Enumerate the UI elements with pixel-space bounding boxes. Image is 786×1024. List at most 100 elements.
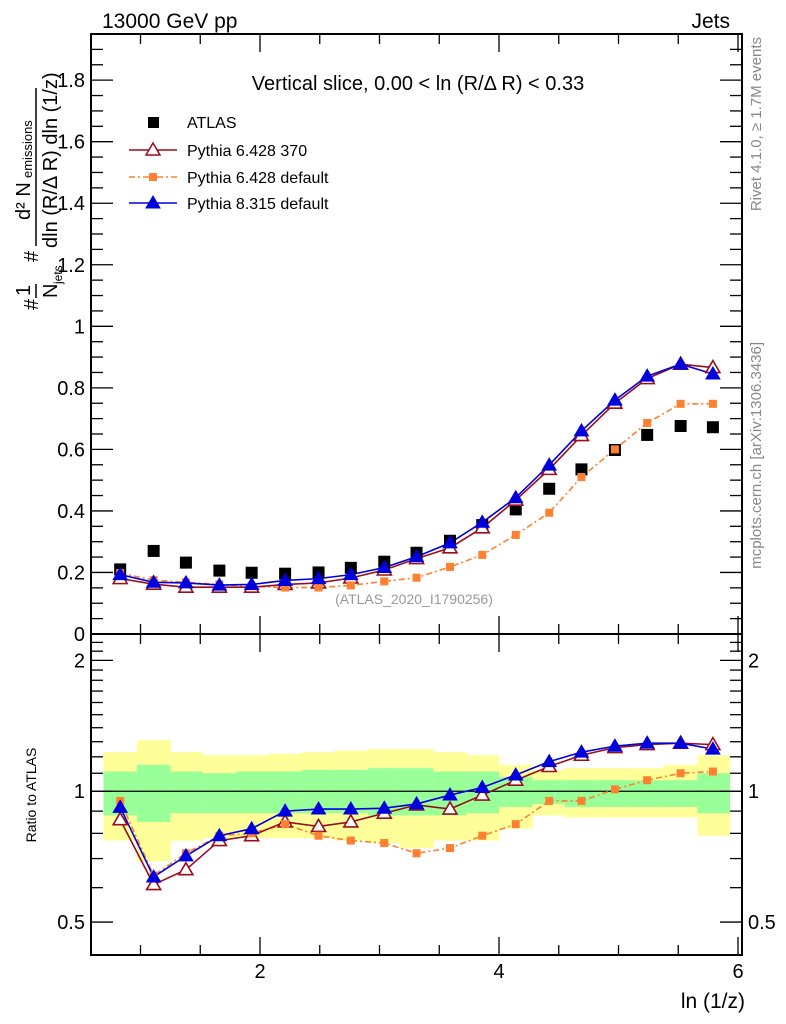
x-tick-label: 4 <box>493 961 504 983</box>
point-p6-default <box>281 583 290 592</box>
y-tick-label: 0.6 <box>57 439 85 461</box>
ratio-point-p8-default <box>607 738 623 752</box>
band-inner-bin <box>202 773 237 814</box>
legend: ATLAS Pythia 6.428 370 Pythia 6.428 defa… <box>129 115 329 213</box>
y-tick-label: 1.2 <box>57 255 85 277</box>
header-right: Jets <box>691 10 730 33</box>
ratio-point-p8-default <box>211 827 228 842</box>
point-p8-default <box>408 548 425 563</box>
ylabel-njets: N <box>40 284 62 298</box>
x-axis-label: ln (1/z) <box>681 990 745 1013</box>
ratio-point-p8-default <box>178 847 194 862</box>
ratio-point-p6-default <box>676 769 685 778</box>
point-p8-default <box>145 574 162 588</box>
point-p6-default <box>446 562 455 571</box>
ylabel-njets-sub: jets <box>51 265 65 285</box>
point-p6-default <box>478 550 487 559</box>
ratio-point-p6-370 <box>473 786 491 801</box>
ratio-point-p6-default <box>314 831 323 840</box>
x-tick-label: 2 <box>254 961 265 983</box>
y-tick-label: 1.4 <box>57 193 85 215</box>
ratio-point-p8-default <box>573 744 590 758</box>
point-atlas <box>245 566 258 579</box>
y-tick-label: 0.2 <box>57 562 85 584</box>
ratio-point-p6-370 <box>111 811 129 826</box>
ratio-point-p6-370 <box>177 861 195 876</box>
point-p6-default <box>610 445 619 454</box>
ratio-point-p8-default <box>639 735 656 749</box>
band-inner-bin <box>697 773 731 814</box>
ratio-point-p6-default <box>478 831 487 840</box>
y-tick-label: 1 <box>74 316 85 338</box>
point-atlas <box>179 556 192 569</box>
ratio-frame <box>90 633 743 956</box>
ylabel-denominator: dln (R/Δ R) dln (1/z) <box>40 72 62 248</box>
ratio-point-p8-default <box>408 795 425 810</box>
point-p6-default <box>511 530 520 539</box>
main-plot-area <box>111 355 722 594</box>
point-atlas <box>641 428 654 441</box>
legend-label-p8-default: Pythia 8.315 default <box>187 196 329 213</box>
y-tick-label: 0.8 <box>57 378 85 400</box>
point-p8-default <box>178 574 194 589</box>
main-ylabel: # 1 N jets # d² N emissions dln (R/Δ R) … <box>13 72 65 310</box>
ratio-plot-area <box>91 734 742 891</box>
band-inner-bin <box>236 771 269 814</box>
tick-labels: 2 4 6 0 0.2 0.4 0.6 0.8 1 1.2 1.4 1.6 1.8 0.5 0.5 1 1 2 2 <box>57 70 776 983</box>
legend-marker-atlas <box>148 117 159 128</box>
axes-frames <box>90 33 743 956</box>
band-inner-bin <box>136 764 171 822</box>
rivet-label: Rivet 4.1.0, ≥ 1.7M events <box>748 37 765 211</box>
point-p8-default <box>541 457 558 471</box>
ratio-point-p6-370 <box>441 800 459 815</box>
ratio-point-p8-default <box>474 779 491 793</box>
ylabel-numerator: d² N <box>13 182 35 220</box>
analysis-reference: (ATLAS_2020_I1790256) <box>335 591 493 607</box>
point-atlas <box>147 544 160 557</box>
ratio-point-p6-default <box>380 839 389 848</box>
point-p8-default <box>310 570 327 585</box>
ratio-point-p6-370 <box>310 817 327 833</box>
point-p8-default <box>112 566 129 581</box>
point-p8-default <box>376 559 393 574</box>
ratio-point-p6-default <box>610 785 619 794</box>
legend-item-atlas: ATLAS <box>148 115 237 132</box>
point-p8-default <box>211 577 228 591</box>
legend-label-p6-default: Pythia 6.428 default <box>187 170 329 187</box>
svg-text:emissions: emissions <box>20 120 35 178</box>
point-p8-default <box>705 366 721 380</box>
x-tick-label: 6 <box>732 961 743 983</box>
legend-marker-p8-default <box>145 195 161 209</box>
ratio-point-p8-default <box>507 766 524 781</box>
point-p8-default <box>442 534 458 549</box>
ratio-ylabel: Ratio to ATLAS <box>23 748 39 843</box>
point-p6-default <box>380 577 389 586</box>
point-p8-default <box>277 572 293 586</box>
y-tick-label: 0 <box>74 624 85 646</box>
ratio-point-p6-default <box>281 820 290 829</box>
ratio-point-p6-default <box>346 836 355 845</box>
point-atlas <box>509 503 522 516</box>
ratio-point-p8-default <box>376 800 393 814</box>
ratio-point-p6-370 <box>145 875 163 891</box>
ratio-point-p6-default <box>577 796 586 805</box>
point-p8-default <box>607 392 623 406</box>
ratio-point-p6-default <box>643 776 652 785</box>
point-p6-default <box>346 581 355 590</box>
legend-label-atlas: ATLAS <box>187 115 237 132</box>
legend-label-p6-370: Pythia 6.428 370 <box>187 143 307 160</box>
main-title: Vertical slice, 0.00 < ln (R/Δ R) < 0.33 <box>252 73 584 95</box>
svg-text:#: # <box>21 250 43 262</box>
point-p8-default <box>639 368 656 382</box>
ylabel-one: 1 <box>13 285 35 296</box>
ratio-point-p6-370 <box>342 813 360 828</box>
y-tick-label: 1.6 <box>57 132 85 154</box>
legend-item-p6-370: Pythia 6.428 370 <box>129 141 307 160</box>
ratio-y-tick-label: 0.5 <box>57 912 85 934</box>
point-atlas <box>213 564 226 577</box>
mcplots-label: mcplots.cern.ch [arXiv:1306.3436] <box>748 342 765 569</box>
band-inner-bin <box>532 780 566 804</box>
point-atlas <box>706 421 719 434</box>
ratio-point-p6-default <box>708 767 717 776</box>
point-p6-default <box>643 418 652 427</box>
